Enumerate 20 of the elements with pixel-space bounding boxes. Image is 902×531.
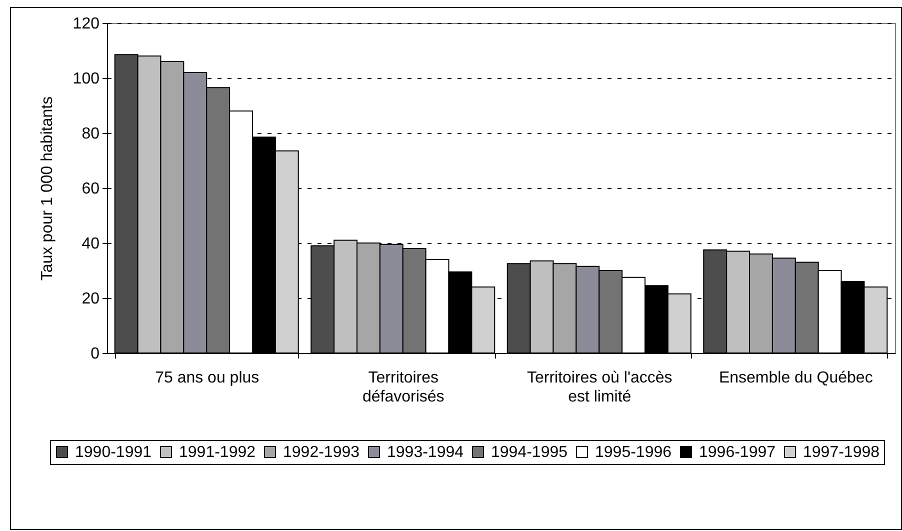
- legend-label: 1991-1992: [179, 444, 256, 461]
- legend-label: 1990-1991: [75, 444, 152, 461]
- x-tick-label: 75 ans ou plus: [155, 370, 260, 386]
- y-tick-label: 20: [82, 290, 100, 308]
- y-tick-label: 120: [72, 16, 100, 32]
- legend-label: 1993-1994: [387, 444, 464, 461]
- x-tick-label: Ensemble du Québec: [718, 370, 873, 386]
- y-tick-label: 0: [90, 346, 100, 362]
- y-axis-title: Taux pour 1 000 habitants: [38, 96, 56, 281]
- y-tick-label: 40: [82, 236, 100, 252]
- legend-label: 1995-1996: [595, 444, 672, 461]
- y-tick-label: 80: [82, 126, 100, 142]
- legend-label: 1994-1995: [491, 444, 568, 461]
- legend-label: 1996-1997: [699, 444, 776, 461]
- y-tick-label: 60: [82, 180, 100, 198]
- x-tick-label: Territoires où l'accès est limité: [526, 370, 672, 406]
- y-tick-label: 100: [72, 70, 100, 88]
- legend-label: 1992-1993: [283, 444, 360, 461]
- x-tick-label: Territoires défavorisés: [362, 370, 444, 406]
- legend-label: 1997-1998: [803, 444, 880, 461]
